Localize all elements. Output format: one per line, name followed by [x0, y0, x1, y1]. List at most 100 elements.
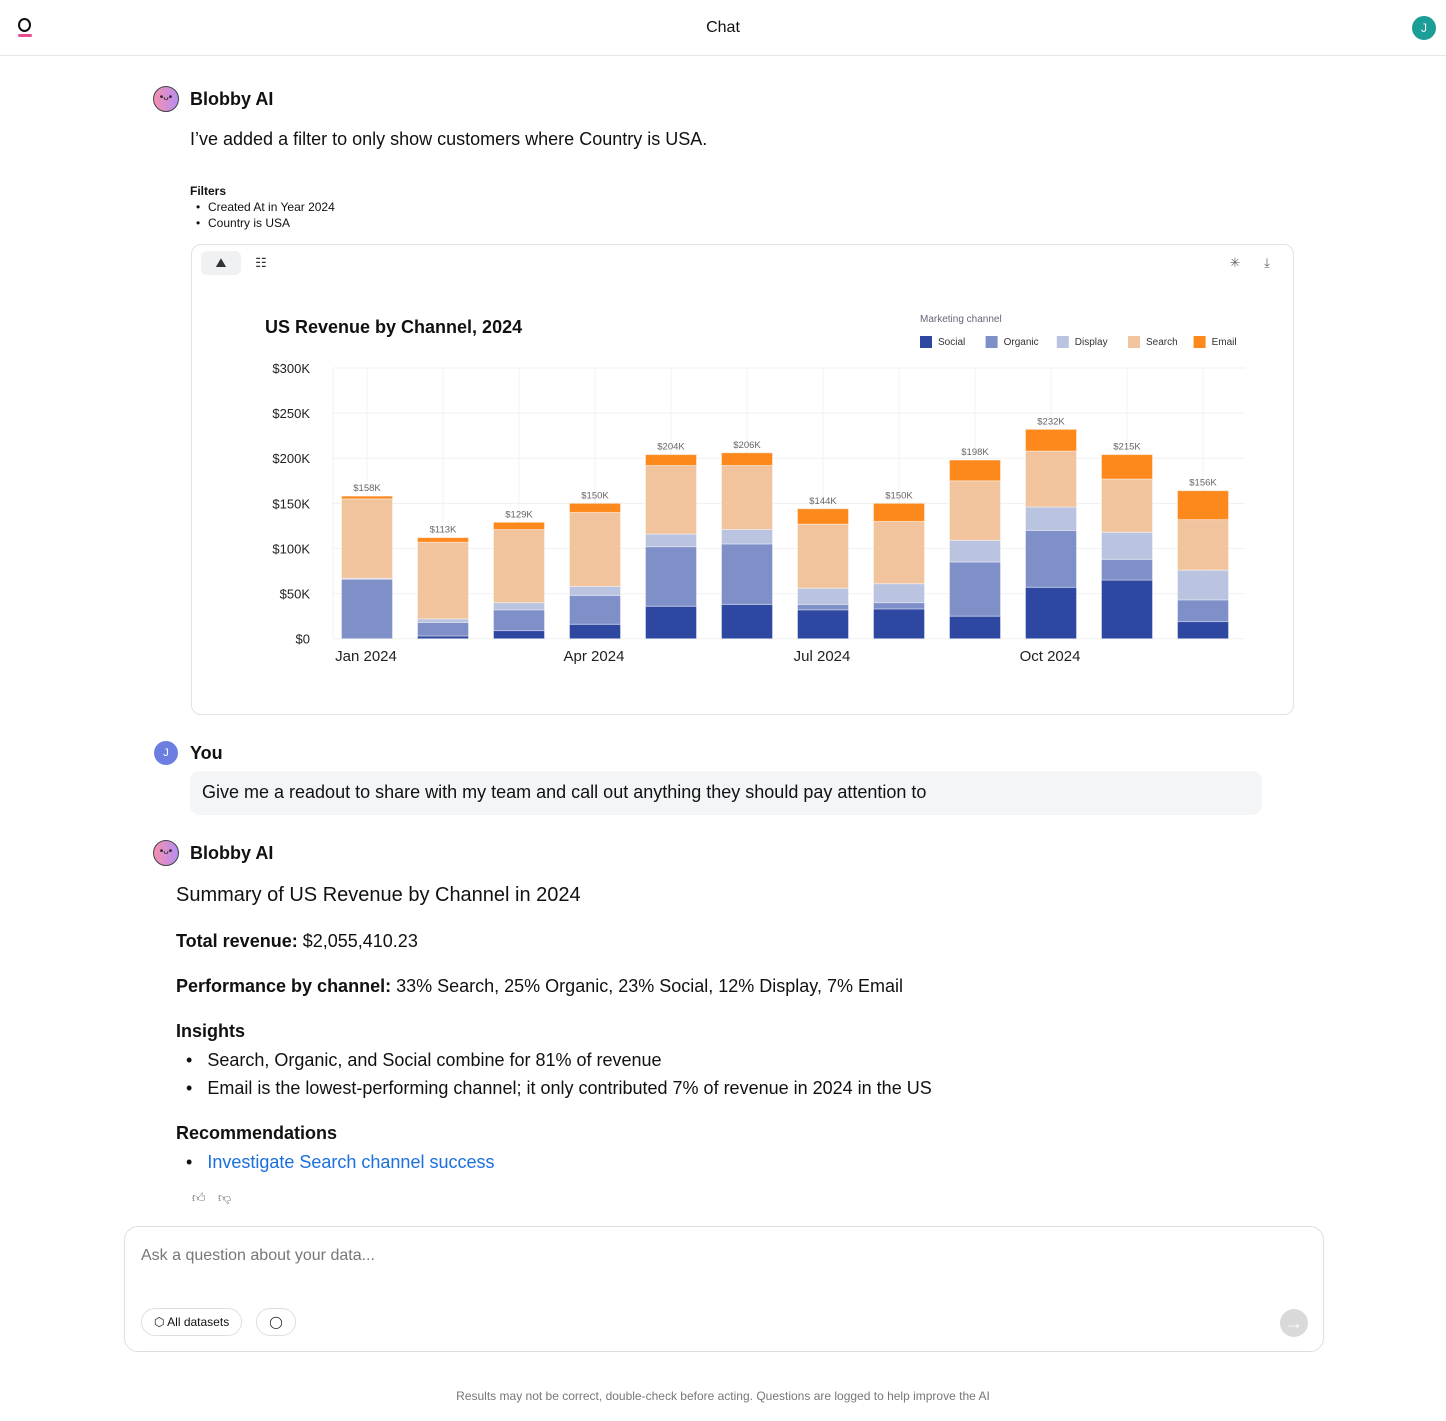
author-name: Blobby AI [190, 89, 274, 109]
conversation-button[interactable]: ◯ [256, 1308, 296, 1336]
send-button[interactable]: → [1280, 1309, 1308, 1337]
bar-segment-organic [873, 602, 925, 610]
bar-segment-organic [645, 546, 697, 607]
stacked-bar-chart: US Revenue by Channel, 2024 Marketing ch… [265, 314, 1245, 665]
bar-segment-email [873, 502, 925, 522]
filter-item: Created At in Year 2024 [190, 199, 335, 215]
bar-total-label: $129K [505, 509, 533, 520]
bar-segment-email [949, 459, 1001, 482]
legend-swatch-social [920, 336, 932, 348]
sparkle-icon: ✳ [1229, 255, 1241, 270]
bar-segment-social [645, 605, 697, 640]
bar-segment-display [1101, 531, 1153, 560]
bar-segment-display [1177, 569, 1229, 601]
page-title: Chat [706, 19, 740, 36]
bar-segment-social [949, 615, 1001, 640]
bar-segment-search [569, 511, 621, 587]
bar-segment-display [645, 533, 697, 548]
disclaimer: Results may not be correct, double-check… [456, 1389, 990, 1403]
bar-total-label: $206K [733, 440, 761, 451]
y-tick-label: $0 [296, 632, 310, 647]
bar-segment-display [417, 618, 469, 623]
bar-segment-display [949, 539, 1001, 563]
y-tick-label: $250K [272, 406, 310, 421]
perf-value: 33% Search, 25% Organic, 23% Social, 12%… [396, 976, 904, 996]
download-button[interactable]: ⤓ [1247, 251, 1287, 275]
bar-segment-organic [493, 609, 545, 632]
x-tick-label: Jan 2024 [335, 648, 397, 665]
total-value: $2,055,410.23 [302, 931, 418, 951]
bar-segment-social [1025, 586, 1077, 640]
user-avatar[interactable]: J [1412, 16, 1436, 40]
download-icon: ⤓ [1264, 255, 1270, 270]
bar-segment-social [873, 608, 925, 640]
chat-input[interactable]: Ask a question about your data... [141, 1247, 375, 1264]
user-message: Give me a readout to share with my team … [190, 771, 1262, 815]
bar-total-label: $232K [1037, 416, 1065, 427]
perf-label: Performance by channel: [176, 976, 392, 996]
bar-segment-search [1101, 478, 1153, 533]
y-tick-label: $50K [280, 587, 311, 602]
legend-label: Organic [1004, 337, 1039, 348]
bot-avatar: •ᴗ• [153, 840, 179, 866]
bar-segment-display [1025, 506, 1077, 531]
bar-segment-display [721, 529, 773, 545]
bar-segment-social [569, 623, 621, 640]
chart-icon: ⛰ [215, 255, 227, 270]
x-tick-label: Jul 2024 [794, 648, 851, 665]
bar-segment-search [1177, 519, 1229, 571]
bar-segment-organic [797, 603, 849, 611]
bar-segment-display [873, 583, 925, 604]
table-view-button[interactable]: ☷ [241, 251, 281, 275]
bar-segment-search [645, 464, 697, 535]
bar-total-label: $156K [1189, 478, 1217, 489]
bar-segment-social [721, 603, 773, 640]
thumbs-down-button[interactable]: 👎︎ [218, 1190, 231, 1206]
bar-segment-display [569, 585, 621, 596]
y-tick-label: $200K [272, 451, 310, 466]
bar-total-label: $150K [581, 490, 609, 501]
bar-total-label: $144K [809, 496, 837, 507]
insight-item: • Email is the lowest-performing channel… [186, 1078, 932, 1098]
recommendation-item: • Investigate Search channel success [186, 1152, 495, 1172]
chart-view-button[interactable]: ⛰ [201, 251, 241, 275]
bar-segment-social [797, 609, 849, 640]
bar-segment-email [417, 537, 469, 543]
y-tick-label: $100K [272, 541, 310, 556]
insight-text: Email is the lowest-performing channel; … [207, 1078, 932, 1098]
thumbs-up-button[interactable]: 👍︎ [192, 1190, 206, 1206]
summary-title: Summary of US Revenue by Channel in 2024 [176, 884, 581, 906]
insight-text: Search, Organic, and Social combine for … [207, 1050, 662, 1070]
bar-segment-search [417, 541, 469, 620]
message-text: I’ve added a filter to only show custome… [190, 129, 708, 149]
author-name: You [190, 743, 223, 763]
app-logo[interactable] [17, 18, 33, 38]
explore-button[interactable]: ✳ [1215, 251, 1255, 275]
bar-segment-organic [1025, 529, 1077, 588]
bar-segment-display [797, 587, 849, 605]
datasets-button[interactable]: ⬡ All datasets [141, 1308, 243, 1336]
recommendation-link[interactable]: Investigate Search channel success [207, 1152, 495, 1172]
bar-segment-search [1025, 450, 1077, 508]
legend-label: Search [1146, 337, 1178, 348]
bar-segment-organic [341, 578, 393, 640]
bar-segment-email [645, 454, 697, 466]
datasets-label: All datasets [167, 1315, 230, 1329]
total-revenue: Total revenue: $2,055,410.23 [176, 931, 418, 952]
thumbs-up-icon: 👍︎ [192, 1190, 206, 1205]
chart-title: US Revenue by Channel, 2024 [265, 317, 522, 337]
total-label: Total revenue: [176, 931, 298, 951]
bar-segment-email [1101, 454, 1153, 480]
legend-label: Email [1212, 337, 1237, 348]
bar-segment-search [797, 523, 849, 589]
bar-segment-email [797, 508, 849, 525]
bar-segment-email [493, 521, 545, 531]
filter-item: Country is USA [190, 215, 335, 231]
filters-block: Filters Created At in Year 2024 Country … [190, 183, 335, 231]
bar-segment-organic [721, 543, 773, 605]
bar-total-label: $113K [430, 525, 457, 536]
insight-item: • Search, Organic, and Social combine fo… [186, 1050, 662, 1070]
legend-label: Social [938, 337, 965, 348]
bar-total-label: $198K [961, 447, 989, 458]
bot-avatar: •ᴗ• [153, 86, 179, 112]
